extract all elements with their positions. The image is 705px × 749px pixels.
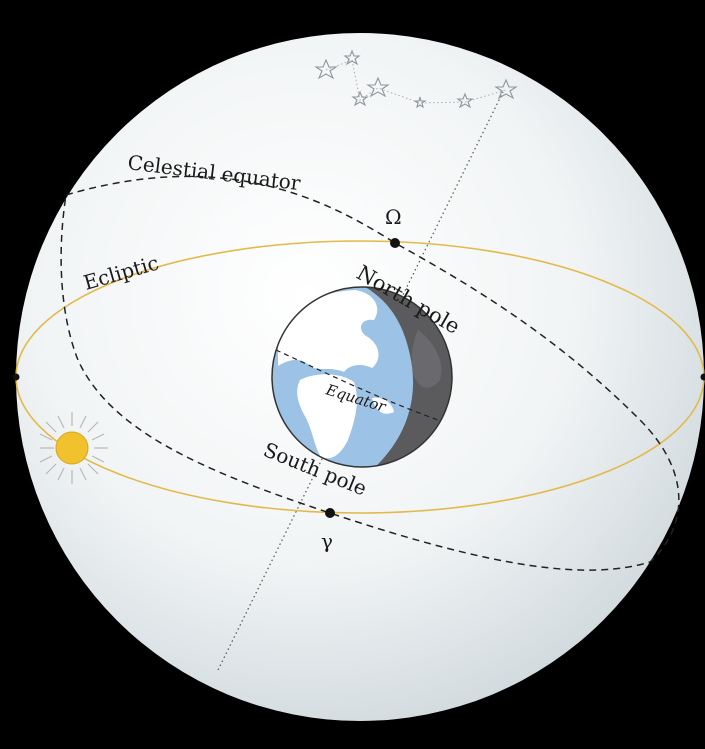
vernal-point-dot — [325, 508, 335, 518]
ecliptic-edge-point-left — [12, 373, 20, 381]
star-4 — [366, 76, 390, 98]
star-6 — [456, 92, 474, 109]
earth-outline — [271, 286, 453, 468]
earth-land-small — [372, 397, 394, 414]
earth-continent-africa — [297, 374, 357, 459]
earth-equator-line — [275, 349, 452, 426]
celestial-equator-line — [60, 175, 680, 571]
star-1 — [314, 58, 338, 80]
earth-icon — [271, 286, 453, 468]
ascending-node-point — [390, 238, 400, 248]
sun-icon — [39, 412, 108, 484]
ascending-node-label: Ω — [385, 205, 402, 229]
star-3 — [351, 90, 369, 107]
star-5 — [413, 96, 427, 109]
constellation-stars — [314, 49, 518, 109]
earth-continent-eurasia — [278, 290, 379, 372]
earth-night-side — [352, 287, 452, 467]
star-7 — [494, 78, 518, 100]
ecliptic-edge-point-right — [700, 373, 705, 381]
earth-night-land — [411, 330, 442, 388]
vernal-point-label: γ — [321, 529, 333, 553]
star-2 — [343, 49, 361, 66]
